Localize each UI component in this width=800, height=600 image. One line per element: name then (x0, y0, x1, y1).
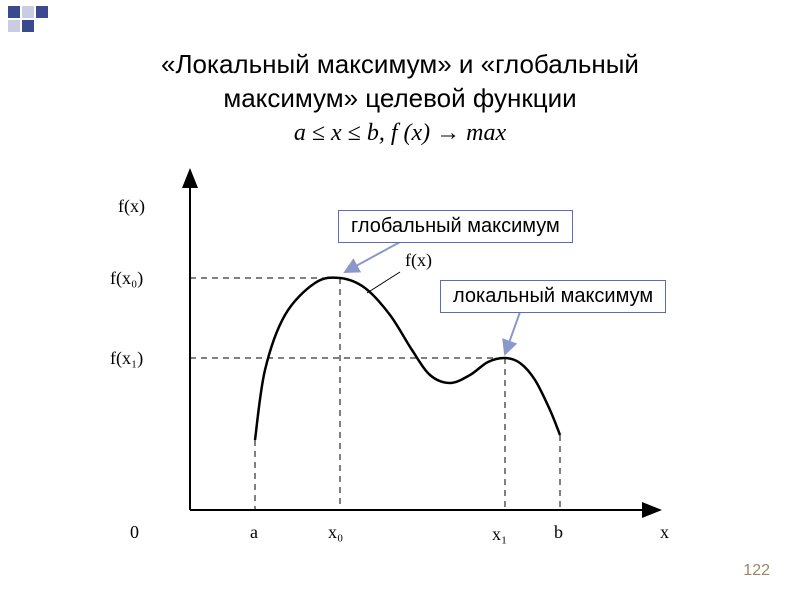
title-line-2: максимум» целевой функции (0, 82, 800, 116)
title-block: «Локальный максимум» и «глобальный макси… (0, 48, 800, 147)
axis-label: b (554, 522, 563, 543)
axis-label: f(x₁) (110, 348, 143, 369)
callout-local-max: локальный максимум (440, 280, 666, 313)
axis-label: 0 (130, 522, 139, 543)
axis-label: f(x) (118, 196, 145, 217)
callout-local-label: локальный максимум (453, 285, 653, 307)
axis-label: x₁ (492, 524, 507, 545)
axis-label: x₀ (328, 522, 343, 543)
axis-label: a (250, 522, 258, 543)
callout-global-max: глобальный максимум (338, 210, 573, 243)
formula: a ≤ x ≤ b, f (x) → max (0, 120, 800, 147)
title-line-1: «Локальный максимум» и «глобальный (0, 48, 800, 82)
axis-label: x (660, 522, 669, 543)
callout-global-label: глобальный максимум (351, 215, 560, 237)
header-decoration (0, 0, 800, 32)
svg-text:f(x): f(x) (405, 250, 432, 271)
axis-label: f(x₀) (110, 268, 143, 289)
chart-area: f(x) f(x) f(x₀) f(x₁) 0 a x₀ x₁ b x глобальный м… (60, 160, 740, 560)
page-number: 122 (743, 562, 770, 580)
